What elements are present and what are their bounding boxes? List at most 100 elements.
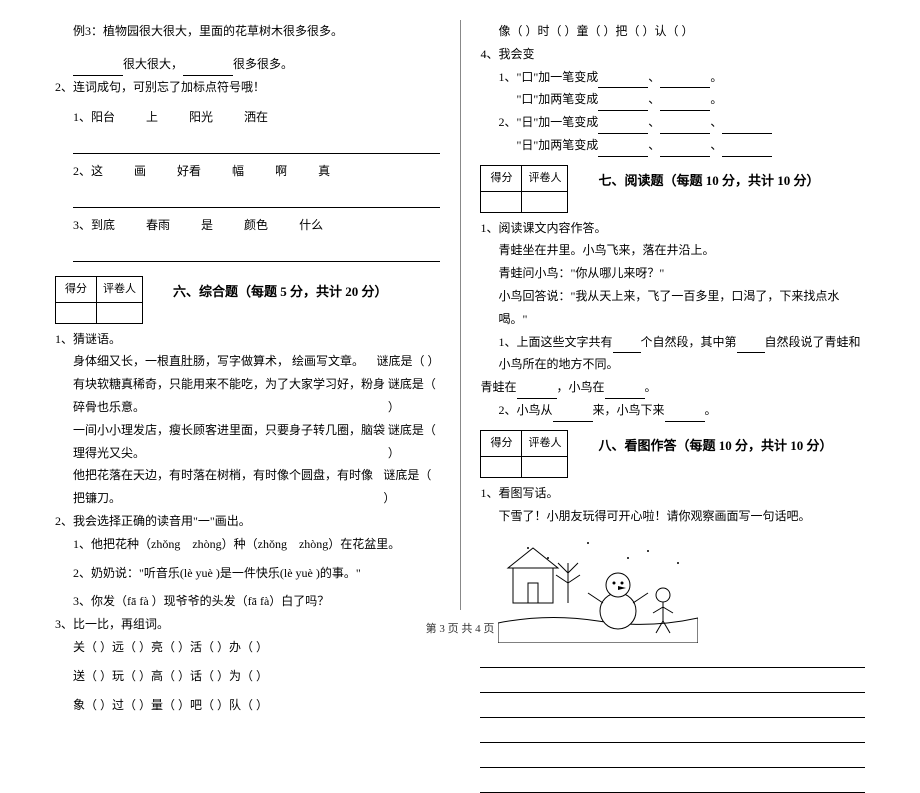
blank[interactable] bbox=[660, 73, 710, 88]
writing-line[interactable] bbox=[480, 776, 865, 793]
q4-2b: "日"加两笔变成、、 bbox=[480, 134, 865, 157]
riddle2: 有块软糖真稀奇，只能用来不能吃，为了大家学习好，粉身碎骨也乐意。谜底是（ ） bbox=[55, 373, 440, 419]
right-column: 像（ ）时（ ）童（ ）把（ ）认（ ） 4、我会变 1、"口"加一笔变成、。 … bbox=[465, 20, 880, 610]
txt: 。 bbox=[705, 403, 717, 417]
txt: "口"加两笔变成 bbox=[516, 92, 598, 106]
writing-line[interactable] bbox=[480, 676, 865, 693]
w: 春雨 bbox=[146, 218, 170, 232]
s7-l1: 青蛙坐在井里。小鸟飞来，落在井沿上。 bbox=[480, 239, 865, 262]
blank[interactable] bbox=[183, 61, 233, 76]
s7-l2: 青蛙问小鸟："你从哪儿来呀？" bbox=[480, 262, 865, 285]
w: 3、到底 bbox=[73, 218, 115, 232]
blank[interactable] bbox=[660, 96, 710, 111]
s7-a2: 青蛙在，小鸟在。 bbox=[480, 376, 865, 399]
txt: 2、小鸟从 bbox=[498, 403, 552, 417]
blank[interactable] bbox=[73, 61, 123, 76]
blank[interactable] bbox=[722, 119, 772, 134]
score-cell[interactable] bbox=[481, 191, 522, 212]
w: 1、阳台 bbox=[73, 110, 115, 124]
answer-line[interactable] bbox=[73, 243, 440, 262]
txt: 来，小鸟下来 bbox=[593, 403, 665, 417]
blank[interactable] bbox=[613, 338, 641, 353]
blank[interactable] bbox=[598, 96, 648, 111]
q4-2a: 2、"日"加一笔变成、、 bbox=[480, 111, 865, 134]
blank[interactable] bbox=[660, 142, 710, 157]
riddle3: 一间小小理发店，瘦长顾客进里面，只要身子转几圈，脑袋理得光又尖。谜底是（ ） bbox=[55, 419, 440, 465]
reviewer-cell[interactable] bbox=[522, 191, 568, 212]
riddle-ans[interactable]: 谜底是（ ） bbox=[383, 464, 439, 510]
section8-header: 得分评卷人 八、看图作答（每题 10 分，共计 10 分） bbox=[480, 422, 865, 482]
words-row2: 2、这 画 好看 幅 啊 真 bbox=[55, 160, 440, 183]
writing-line[interactable] bbox=[480, 701, 865, 718]
answer-line[interactable] bbox=[73, 135, 440, 154]
blank[interactable] bbox=[722, 142, 772, 157]
riddle-ans[interactable]: 谜底是（ ） bbox=[388, 373, 440, 419]
s6-q1: 1、猜谜语。 bbox=[55, 328, 440, 351]
txt: 。 bbox=[645, 380, 657, 394]
s7-a1: 1、上面这些文字共有个自然段，其中第自然段说了青蛙和小鸟所在的地方不同。 bbox=[480, 331, 865, 377]
s6-3-r2[interactable]: 送（ ）玩（ ）高（ ）话（ ）为（ ） bbox=[55, 665, 440, 688]
section6-title: 六、综合题（每题 5 分，共计 20 分） bbox=[173, 280, 388, 305]
q4-1b: "口"加两笔变成、。 bbox=[480, 88, 865, 111]
w: 2、这 bbox=[73, 164, 103, 178]
s6-2-3: 3、你发（fā fà ）现爷爷的头发（fā fà）白了吗？ bbox=[55, 590, 440, 613]
section8-title: 八、看图作答（每题 10 分，共计 10 分） bbox=[598, 434, 832, 459]
blank[interactable] bbox=[737, 338, 765, 353]
answer-line[interactable] bbox=[73, 189, 440, 208]
riddle-text: 他把花落在天边，有时落在树梢，有时像个圆盘，有时像把镰刀。 bbox=[73, 464, 383, 510]
w: 好看 bbox=[177, 164, 201, 178]
score-cell[interactable] bbox=[481, 456, 522, 477]
words-row1: 1、阳台 上 阳光 洒在 bbox=[55, 106, 440, 129]
section7-title: 七、阅读题（每题 10 分，共计 10 分） bbox=[598, 169, 819, 194]
s6-3-r3[interactable]: 象（ ）过（ ）量（ ）吧（ ）队（ ） bbox=[55, 694, 440, 717]
s6-q3: 3、比一比，再组词。 bbox=[55, 613, 440, 636]
top-line[interactable]: 像（ ）时（ ）童（ ）把（ ）认（ ） bbox=[480, 20, 865, 43]
reviewer-cell[interactable] bbox=[522, 456, 568, 477]
s8-q1: 1、看图写话。 bbox=[480, 482, 865, 505]
s7-q1: 1、阅读课文内容作答。 bbox=[480, 217, 865, 240]
blank[interactable] bbox=[598, 73, 648, 88]
s6-3-r1[interactable]: 关（ ）远（ ）亮（ ）活（ ）办（ ） bbox=[55, 636, 440, 659]
q4-title: 4、我会变 bbox=[480, 43, 865, 66]
s6-2-1: 1、他把花种（zhǒng zhòng）种（zhǒng zhòng）在花盆里。 bbox=[55, 533, 440, 556]
txt: 2、"日"加一笔变成 bbox=[498, 115, 598, 129]
q4-1a: 1、"口"加一笔变成、。 bbox=[480, 66, 865, 89]
writing-line[interactable] bbox=[480, 751, 865, 768]
w: 上 bbox=[146, 110, 158, 124]
w: 洒在 bbox=[244, 110, 268, 124]
blank[interactable] bbox=[665, 407, 705, 422]
riddle4: 他把花落在天边，有时落在树梢，有时像个圆盘，有时像把镰刀。谜底是（ ） bbox=[55, 464, 440, 510]
w: 真 bbox=[318, 164, 330, 178]
reviewer-cell[interactable] bbox=[97, 302, 143, 323]
score-table: 得分评卷人 bbox=[480, 165, 568, 213]
blank[interactable] bbox=[598, 119, 648, 134]
words-row3: 3、到底 春雨 是 颜色 什么 bbox=[55, 214, 440, 237]
riddle-ans[interactable]: 谜底是（ ） bbox=[376, 350, 439, 373]
blank[interactable] bbox=[598, 142, 648, 157]
score-cell[interactable] bbox=[56, 302, 97, 323]
riddle-ans[interactable]: 谜底是（ ） bbox=[388, 419, 440, 465]
reviewer-col: 评卷人 bbox=[522, 165, 568, 191]
column-divider bbox=[460, 20, 461, 610]
example3-fill: 很大很大，很多很多。 bbox=[55, 53, 440, 76]
writing-line[interactable] bbox=[480, 651, 865, 668]
s7-a3: 2、小鸟从 来，小鸟下来 。 bbox=[480, 399, 865, 422]
riddle1: 身体细又长，一根直肚肠，写字做算术， 绘画写文章。谜底是（ ） bbox=[55, 350, 440, 373]
s7-l3: 小鸟回答说："我从天上来，飞了一百多里，口渴了，下来找点水喝。" bbox=[480, 285, 865, 331]
fill-a: 很大很大， bbox=[123, 57, 183, 71]
blank[interactable] bbox=[660, 119, 710, 134]
blank[interactable] bbox=[517, 384, 557, 399]
example3: 例3：植物园很大很大，里面的花草树木很多很多。 bbox=[55, 20, 440, 43]
riddle-text: 一间小小理发店，瘦长顾客进里面，只要身子转几圈，脑袋理得光又尖。 bbox=[73, 419, 388, 465]
w: 啊 bbox=[275, 164, 287, 178]
blank[interactable] bbox=[553, 407, 593, 422]
writing-line[interactable] bbox=[480, 726, 865, 743]
blank[interactable] bbox=[605, 384, 645, 399]
w: 什么 bbox=[299, 218, 323, 232]
snowman-scene-icon bbox=[498, 533, 698, 643]
q2-title: 2、连词成句，可别忘了加标点符号哦！ bbox=[55, 76, 440, 99]
riddle-text: 身体细又长，一根直肚肠，写字做算术， 绘画写文章。 bbox=[73, 350, 364, 373]
score-table: 得分评卷人 bbox=[55, 276, 143, 324]
w: 幅 bbox=[232, 164, 244, 178]
w: 阳光 bbox=[189, 110, 213, 124]
